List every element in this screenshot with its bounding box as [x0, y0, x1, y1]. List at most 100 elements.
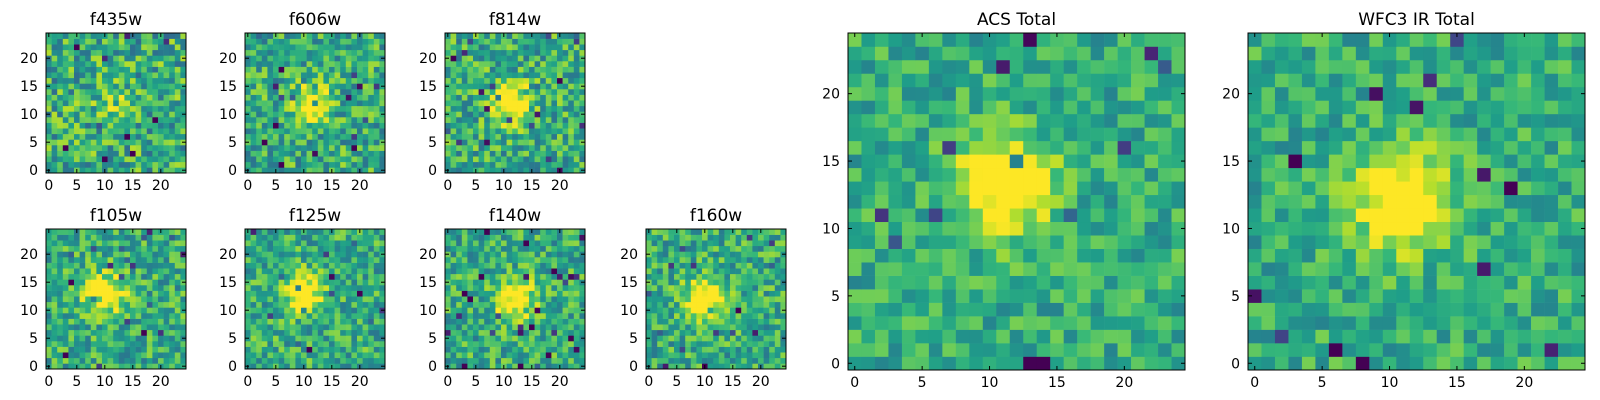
heatmap-cell	[450, 117, 457, 123]
heatmap-cell	[752, 318, 759, 325]
heatmap-cell	[679, 240, 686, 247]
heatmap-cell	[141, 89, 148, 95]
heatmap-cell	[506, 128, 513, 135]
heatmap-cell	[1009, 262, 1024, 276]
heatmap-cell	[273, 122, 279, 129]
heatmap-cell	[351, 301, 358, 308]
heatmap-cell	[1050, 316, 1064, 330]
heatmap-cell	[85, 167, 92, 174]
heatmap-cell	[450, 83, 457, 90]
heatmap-cell	[169, 66, 176, 73]
heatmap-cell	[158, 307, 164, 314]
heatmap-cell	[312, 128, 319, 135]
heatmap-cell	[118, 273, 125, 280]
heatmap-cell	[340, 346, 347, 353]
heatmap-cell	[130, 279, 136, 286]
heatmap-cell	[118, 285, 125, 291]
heatmap-cell	[57, 55, 64, 62]
heatmap-cell	[107, 329, 114, 336]
heatmap-cell	[169, 33, 176, 39]
heatmap-cell	[741, 268, 748, 275]
heatmap-cell	[79, 229, 86, 235]
heatmap-cell	[758, 301, 764, 308]
heatmap-cell	[529, 94, 535, 101]
heatmap-cell	[562, 133, 569, 140]
x-tick-label: 20	[152, 374, 170, 390]
heatmap-cell	[329, 279, 335, 286]
heatmap-cell	[85, 251, 92, 258]
heatmap-cell	[1050, 154, 1064, 169]
heatmap-cell	[284, 49, 291, 56]
heatmap-cell	[90, 66, 97, 73]
heatmap-cell	[85, 77, 92, 84]
heatmap-cell	[489, 335, 496, 342]
heatmap-cell	[874, 302, 889, 317]
heatmap-cell	[180, 357, 187, 364]
heatmap-cell	[512, 89, 519, 95]
heatmap-cell	[169, 341, 176, 347]
heatmap-cell	[368, 279, 375, 286]
heatmap-cell	[141, 296, 148, 303]
heatmap-cell	[85, 357, 92, 364]
heatmap-cell	[57, 324, 64, 331]
heatmap-cell	[368, 346, 375, 353]
heatmap-cell	[478, 363, 485, 370]
heatmap-cell	[702, 257, 708, 263]
heatmap-cell	[551, 229, 558, 235]
heatmap-cell	[96, 111, 103, 118]
heatmap-cell	[340, 307, 347, 314]
y-tick-label: 10	[419, 303, 437, 319]
heatmap-cell	[135, 352, 142, 359]
heatmap-cell	[573, 89, 580, 95]
heatmap-cell	[169, 301, 176, 308]
heatmap-cell	[323, 357, 330, 364]
heatmap-cell	[473, 49, 479, 56]
heatmap-cell	[278, 296, 285, 303]
heatmap-cell	[79, 156, 86, 163]
heatmap-cell	[573, 61, 580, 67]
heatmap-cell	[340, 139, 347, 146]
heatmap-cell	[646, 257, 652, 263]
heatmap-cell	[301, 257, 307, 263]
heatmap-cell	[169, 285, 176, 291]
heatmap-cell	[573, 83, 580, 90]
heatmap-cell	[741, 245, 748, 252]
heatmap-cell	[267, 89, 274, 95]
heatmap-cell	[713, 279, 720, 286]
heatmap-cell	[278, 89, 285, 95]
heatmap-cell	[579, 94, 586, 101]
heatmap-cell	[540, 61, 547, 67]
heatmap-cell	[174, 240, 181, 247]
heatmap-cell	[579, 285, 586, 291]
heatmap-cell	[267, 324, 274, 331]
heatmap-cell	[523, 273, 530, 280]
heatmap-cell	[551, 251, 558, 258]
heatmap-cell	[702, 352, 708, 359]
heatmap-cell	[450, 257, 457, 263]
heatmap-cell	[118, 55, 125, 62]
heatmap-cell	[329, 313, 335, 319]
heatmap-cell	[301, 268, 307, 275]
heatmap-cell	[306, 111, 313, 118]
heatmap-cell	[152, 122, 159, 129]
heatmap-cell	[573, 363, 580, 370]
heatmap-cell	[113, 150, 120, 157]
heatmap-cell	[702, 301, 708, 308]
heatmap-cell	[340, 128, 347, 135]
heatmap-cell	[517, 111, 524, 118]
heatmap-cell	[540, 279, 547, 286]
y-tick-label: 20	[419, 247, 437, 263]
heatmap-cell	[130, 329, 136, 336]
heatmap-cell	[685, 273, 692, 280]
heatmap-cell	[523, 262, 530, 269]
heatmap-cell	[379, 273, 386, 280]
heatmap-cell	[562, 33, 569, 39]
heatmap-cell	[489, 341, 496, 347]
heatmap-cell	[707, 313, 714, 319]
heatmap-cell	[690, 335, 697, 342]
heatmap-cell	[317, 44, 324, 51]
heatmap-cell	[674, 245, 680, 252]
heatmap-cell	[362, 296, 369, 303]
heatmap-cell	[758, 245, 764, 252]
heatmap-cell	[46, 89, 52, 95]
